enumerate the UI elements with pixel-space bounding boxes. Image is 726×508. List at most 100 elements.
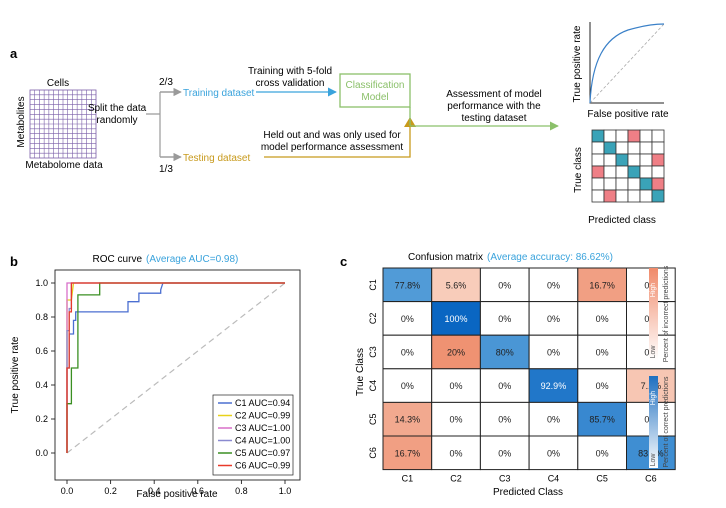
mini-roc-xlabel: False positive rate xyxy=(587,109,669,120)
cm-cell-value: 0% xyxy=(401,348,414,358)
cm-cell-value: 0% xyxy=(498,381,511,391)
metabolites-label: Metabolites xyxy=(16,96,27,147)
mini-roc-ylabel: True positive rate xyxy=(572,25,583,102)
mini-roc-curve xyxy=(589,23,665,104)
cm-xtick-label: C2 xyxy=(450,474,462,484)
roc-xtick-label: 0.2 xyxy=(104,486,117,496)
cm-cell-value: 16.7% xyxy=(589,280,615,290)
cm-cell-value: 5.6% xyxy=(446,280,467,290)
heldout-label-line1: Held out and was only used for xyxy=(263,130,401,141)
mini-cm-cell xyxy=(627,165,641,179)
mini-cm-cell xyxy=(651,189,665,203)
mini-cm-cell xyxy=(651,153,665,167)
split-label-line1: Split the data xyxy=(88,103,147,114)
heldout-label-line2: model performance assessment xyxy=(261,142,404,153)
cm-cell xyxy=(382,368,433,403)
mini-cm-cell xyxy=(603,189,617,203)
cm-cell xyxy=(528,435,579,471)
mini-cm-cell xyxy=(591,141,605,155)
cm-cell xyxy=(528,368,579,403)
mini-roc-plot: True positive rate False positive rate xyxy=(572,22,669,120)
assess-label-line2: performance with the xyxy=(447,101,541,112)
cm-cell-value: 0% xyxy=(498,448,511,458)
assess-label-line1: Assessment of model xyxy=(446,89,542,100)
mini-cm-cell xyxy=(591,177,605,191)
cm-cell-value: 0% xyxy=(401,314,414,324)
incorrect-legend-label: Percent of incorrect predictions xyxy=(663,265,670,362)
roc-diagonal xyxy=(66,282,286,454)
correct-high-label: High xyxy=(650,391,657,406)
roc-line-c6 xyxy=(66,282,285,453)
cm-cell-value: 0% xyxy=(450,415,463,425)
incorrect-low-label: Low xyxy=(650,345,657,359)
mini-cm-cell xyxy=(651,141,665,155)
mini-cm-cell xyxy=(627,189,641,203)
cm-cell xyxy=(431,401,481,437)
incorrect-colorbar xyxy=(649,268,658,360)
mini-cm-cell xyxy=(615,165,629,179)
panel-b-label: b xyxy=(10,254,18,269)
panel-b: b ROC curve (Average AUC=0.98) 0.0 0.2 0.4… xyxy=(10,254,301,500)
cm-ytick-label: C2 xyxy=(368,313,378,325)
roc-title-highlight: (Average AUC=0.98) xyxy=(146,254,238,265)
roc-xtick-label: 0.8 xyxy=(235,486,248,496)
cm-cell xyxy=(431,368,481,403)
cm-cell-value: 0% xyxy=(450,381,463,391)
mini-cm-cell xyxy=(639,153,653,167)
cm-cell-value: 0% xyxy=(596,448,609,458)
cm-ytick-label: C5 xyxy=(368,413,378,425)
cm-cell-value: 0% xyxy=(401,381,414,391)
mini-cm-cell xyxy=(639,165,653,179)
mini-cm-cell xyxy=(591,129,605,143)
metabolome-label: Metabolome data xyxy=(25,160,103,171)
mini-cm-ylabel: True class xyxy=(573,147,584,193)
mini-cm-cell xyxy=(615,141,629,155)
mini-cm-cell xyxy=(651,129,665,143)
cm-cell-value: 0% xyxy=(498,314,511,324)
cm-cell-value: 16.7% xyxy=(395,448,421,458)
roc-ylabel: True positive rate xyxy=(10,336,21,413)
cm-cell-value: 0% xyxy=(498,280,511,290)
cm-cell xyxy=(382,401,433,437)
roc-ytick-label: 0.6 xyxy=(35,346,48,356)
cm-cell xyxy=(431,435,481,471)
cm-xtick-label: C4 xyxy=(548,474,560,484)
roc-legend-label: C4 AUC=1.00 xyxy=(235,436,290,446)
panel-a: a Cells Metabolites Metabolome data Spli… xyxy=(10,22,669,226)
cm-cell xyxy=(577,401,627,437)
roc-xtick-label: 0.0 xyxy=(61,486,74,496)
roc-ytick-label: 0.4 xyxy=(35,380,48,390)
cm-cell-value: 92.9% xyxy=(541,381,567,391)
roc-xtick-label: 0.4 xyxy=(148,486,161,496)
roc-xtick-label: 1.0 xyxy=(279,486,292,496)
mini-cm-cell xyxy=(603,141,617,155)
roc-axes: 0.0 0.2 0.4 0.6 0.8 1.0 0.0 0.2 0.4 0.6 0.8 1.0 xyxy=(35,278,291,496)
cm-cell xyxy=(479,401,530,437)
cm-ylabel: True Class xyxy=(355,348,366,396)
mini-cm-cell xyxy=(651,177,665,191)
cm-ytick-label: C3 xyxy=(368,346,378,358)
cm-cell xyxy=(382,334,433,370)
model-label-line2: Model xyxy=(361,92,388,103)
cm-cell-value: 0% xyxy=(547,348,560,358)
cm-cell xyxy=(479,301,530,336)
cm-cell xyxy=(431,301,481,336)
cm-cell-value: 0% xyxy=(547,280,560,290)
cm-cell-value: 0% xyxy=(547,448,560,458)
mini-cm-cell xyxy=(639,141,653,155)
cm-cell-value: 0% xyxy=(596,381,609,391)
roc-title: ROC curve xyxy=(93,254,143,265)
cm-xlabel: Predicted Class xyxy=(493,487,563,498)
mini-cm-cell xyxy=(591,165,605,179)
assess-label-line3: testing dataset xyxy=(461,113,526,124)
mini-cm-cell xyxy=(627,153,641,167)
cm-ytick-label: C4 xyxy=(368,380,378,392)
cells-label: Cells xyxy=(47,78,69,89)
cm-title-highlight: (Average accuracy: 86.62%) xyxy=(487,252,613,263)
roc-plot-frame xyxy=(54,269,301,481)
mini-cm-cell xyxy=(615,129,629,143)
mini-cm-cell xyxy=(627,141,641,155)
split-label-line2: randomly xyxy=(96,115,137,126)
cm-cell-value: 0% xyxy=(547,415,560,425)
mini-cm-cell xyxy=(615,189,629,203)
